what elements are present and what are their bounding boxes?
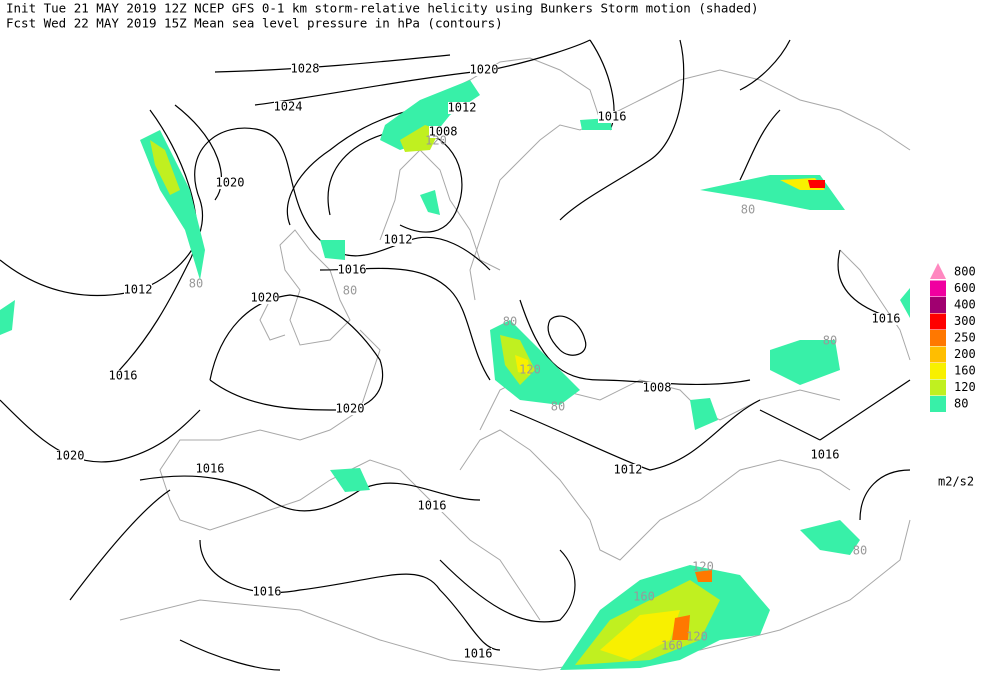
legend-swatch bbox=[930, 379, 946, 396]
shaded-area bbox=[690, 398, 718, 430]
shading-label: 120 bbox=[519, 363, 541, 377]
contour-labels: 1028 1024 1020 1012 1016 1020 1016 1012 1008 1012… bbox=[56, 62, 901, 661]
contour-label-bg bbox=[336, 403, 364, 415]
contour-label: 1016 bbox=[418, 499, 447, 513]
legend-swatch bbox=[930, 297, 946, 313]
contour-label-bg bbox=[196, 463, 224, 475]
contour-label-bg bbox=[872, 313, 900, 325]
contour-label: 1008 bbox=[643, 381, 672, 395]
shaded-area bbox=[0, 300, 15, 335]
shading-label: 160 bbox=[633, 590, 655, 604]
contour-label: 1016 bbox=[598, 110, 627, 124]
shaded-area bbox=[672, 615, 690, 640]
contour-label: 1016 bbox=[464, 647, 493, 661]
contour-label-bg bbox=[811, 449, 839, 461]
contour-label: 1020 bbox=[216, 176, 245, 190]
legend-unit: m2/s2 bbox=[938, 475, 974, 489]
header-line: Init Tue 21 MAY 2019 12Z NCEP GFS 0-1 km… bbox=[6, 1, 759, 16]
helicity-shading bbox=[0, 80, 910, 670]
contour-label: 1020 bbox=[56, 449, 85, 463]
contour-label-bg bbox=[216, 177, 244, 189]
shading-label: 80 bbox=[823, 334, 837, 348]
contour-label: 1008 bbox=[429, 125, 458, 139]
legend-swatch bbox=[930, 263, 946, 279]
legend-swatch bbox=[930, 363, 946, 379]
contour-label-bg bbox=[124, 284, 152, 296]
shading-label: 120 bbox=[692, 560, 714, 574]
contour-label: 1012 bbox=[384, 233, 413, 247]
shading-label: 160 bbox=[661, 639, 683, 653]
shaded-area bbox=[420, 190, 440, 215]
shaded-area bbox=[800, 520, 860, 555]
legend-swatch bbox=[930, 313, 946, 330]
shading-label: 80 bbox=[551, 400, 565, 414]
contour-label-bg bbox=[274, 101, 302, 113]
contour-label-bg bbox=[464, 648, 492, 660]
shaded-area bbox=[140, 130, 205, 280]
contour-label-bg bbox=[614, 464, 642, 476]
shaded-area bbox=[150, 140, 180, 195]
shading-label: 80 bbox=[741, 203, 755, 217]
contour-label: 1016 bbox=[196, 462, 225, 476]
legend-swatch bbox=[930, 396, 946, 412]
contour-label: 1020 bbox=[470, 63, 499, 77]
shaded-area bbox=[900, 288, 910, 318]
shaded-area bbox=[380, 80, 480, 150]
contour-label: 1016 bbox=[872, 312, 901, 326]
legend-label: 120 bbox=[954, 380, 976, 394]
legend-label: 300 bbox=[954, 314, 976, 328]
contour-label-bg bbox=[251, 292, 279, 304]
contour-label: 1028 bbox=[291, 62, 320, 76]
contour-label: 1020 bbox=[251, 291, 280, 305]
shaded-area bbox=[808, 180, 825, 188]
contour-label: 1016 bbox=[811, 448, 840, 462]
legend-label: 80 bbox=[954, 397, 968, 411]
contour-label: 1020 bbox=[336, 402, 365, 416]
legend-label: 250 bbox=[954, 331, 976, 345]
contour-label-bg bbox=[384, 234, 412, 246]
contour-label: 1016 bbox=[109, 369, 138, 383]
contour-label-bg bbox=[448, 102, 476, 114]
contour-label: 1012 bbox=[614, 463, 643, 477]
shaded-area bbox=[600, 610, 680, 660]
shading-label: 80 bbox=[503, 315, 517, 329]
contour-label-bg bbox=[429, 126, 457, 138]
shaded-area bbox=[320, 240, 345, 260]
legend: m2/s2 800 600 400 300 250 200 160 120 80 bbox=[930, 263, 976, 489]
legend-swatch bbox=[930, 280, 946, 297]
contour-label: 1012 bbox=[124, 283, 153, 297]
shaded-area bbox=[770, 340, 840, 385]
legend-label: 600 bbox=[954, 281, 976, 295]
contour-label-bg bbox=[598, 111, 626, 123]
legend-label: 800 bbox=[954, 265, 976, 279]
shaded-area bbox=[515, 355, 530, 375]
contour-label-bg bbox=[418, 500, 446, 512]
shaded-area bbox=[330, 468, 370, 492]
contour-label-bg bbox=[643, 382, 671, 394]
contour-label: 1024 bbox=[274, 100, 303, 114]
shading-label: 80 bbox=[189, 277, 203, 291]
legend-label: 200 bbox=[954, 347, 976, 361]
contour-label-bg bbox=[56, 450, 84, 462]
contour-label-bg bbox=[109, 370, 137, 382]
shading-label: 120 bbox=[425, 134, 447, 148]
contour-label: 1012 bbox=[448, 101, 477, 115]
contour-label-bg bbox=[253, 586, 281, 598]
legend-label: 400 bbox=[954, 298, 976, 312]
shading-label: 80 bbox=[853, 544, 867, 558]
legend-swatch bbox=[930, 330, 946, 346]
header-line: Fcst Wed 22 MAY 2019 15Z Mean sea level … bbox=[6, 16, 503, 31]
contour-label: 1016 bbox=[338, 263, 367, 277]
contour-label-bg bbox=[291, 63, 319, 75]
contour-label: 1016 bbox=[253, 585, 282, 599]
legend-label: 160 bbox=[954, 364, 976, 378]
contour-label-bg bbox=[470, 64, 498, 76]
shading-label: 80 bbox=[343, 284, 357, 298]
shaded-area bbox=[695, 570, 712, 582]
contour-label-bg bbox=[338, 264, 366, 276]
shading-label: 120 bbox=[686, 630, 708, 644]
legend-swatch bbox=[930, 346, 946, 363]
